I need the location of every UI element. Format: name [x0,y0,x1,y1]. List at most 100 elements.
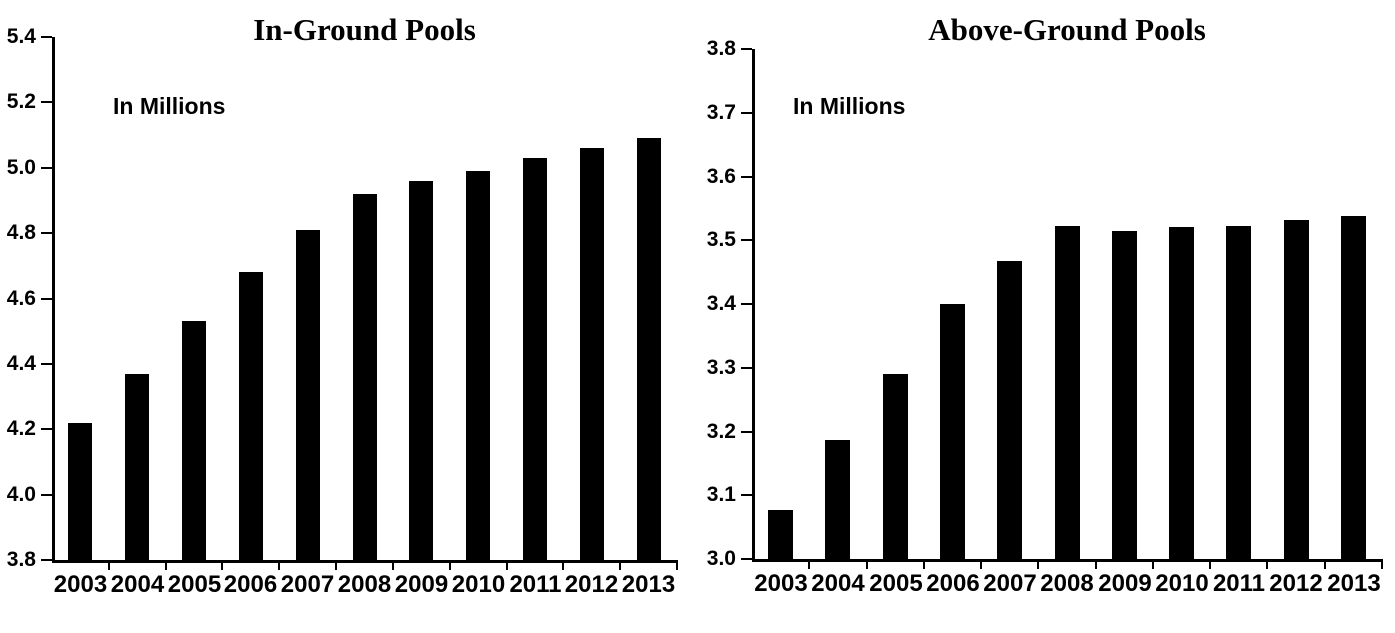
y-tick-label: 5.2 [6,90,36,114]
x-tick-label: 2013 [621,571,676,598]
x-tick-mark [1152,559,1154,569]
x-tick-mark [866,559,868,569]
bar-2009 [409,181,433,560]
x-tick-mark [392,560,394,570]
y-tick-label: 5.0 [6,155,36,179]
bar-2012 [1284,220,1309,559]
bar-2011 [523,158,547,560]
y-tick-label: 4.0 [6,482,36,506]
x-tick-mark [165,560,167,570]
chart-above-ground-pools: Above-Ground Pools In Millions 3.8 3.7 3.6… [698,0,1395,633]
x-tick-label: 2007 [983,570,1037,597]
x-tick-mark [808,559,810,569]
plot-area: 5.4 5.2 5.0 4.8 4.6 4.4 4.2 4.0 3.8 2003 2004 2005 2… [7,25,678,598]
y-tick-label: 4.8 [6,221,36,245]
bar-2007 [296,230,320,560]
bar-2010 [466,171,490,560]
x-tick-mark [1324,559,1326,569]
x-tick-label: 2006 [926,570,980,597]
bar-2003 [68,423,92,560]
x-tick-label: 2009 [394,571,449,598]
y-tick-label: 3.6 [706,164,736,188]
chart-title: In-Ground Pools [253,12,476,47]
x-tick-label: 2013 [1327,570,1381,597]
y-tick-mark [741,558,752,560]
x-tick-mark [506,560,508,570]
x-tick-label: 2007 [280,571,335,598]
x-tick-label: 2003 [53,571,108,598]
y-tick-label: 3.3 [706,355,736,379]
x-tick-label: 2009 [1098,570,1152,597]
x-tick-mark [221,560,223,570]
x-tick-mark [1037,559,1039,569]
x-tick-label: 2011 [1212,570,1266,597]
y-tick-label: 3.1 [706,483,736,507]
x-tick-mark [1381,559,1383,569]
bar-2010 [1169,227,1194,559]
y-axis [752,49,755,562]
x-tick-label: 2003 [754,570,808,597]
y-tick-mark [741,48,752,50]
bar-2012 [580,148,604,560]
y-tick-mark [741,303,752,305]
y-tick-label: 3.0 [706,547,736,570]
bar-2011 [1226,226,1251,559]
x-tick-label: 2008 [1040,570,1094,597]
y-tick-label: 4.6 [6,286,36,310]
bar-2003 [768,510,793,559]
bar-2008 [353,194,377,560]
x-tick-label: 2004 [110,571,165,598]
x-tick-label: 2011 [509,571,562,598]
bar-2009 [1112,231,1137,559]
y-tick-mark [41,166,52,169]
x-tick-label: 2010 [1155,570,1209,597]
chart-title: Above-Ground Pools [928,12,1206,47]
x-tick-mark [1095,559,1097,569]
bar-2006 [940,304,965,559]
y-tick-mark [741,239,752,242]
x-tick-label: 2012 [1269,570,1323,597]
chart-in-ground-pools: In-Ground Pools In Millions 5.4 5.2 5.0 4.8… [0,0,697,633]
x-tick-mark [335,560,337,570]
bar-2013 [637,138,661,560]
x-tick-label: 2008 [337,571,392,598]
bar-2006 [239,272,263,560]
x-tick-mark [1209,559,1211,569]
x-axis [52,560,677,563]
y-tick-mark [41,297,52,300]
y-tick-mark [741,366,752,369]
y-tick-mark [41,101,52,104]
y-tick-mark [741,111,752,114]
x-tick-mark [562,560,564,570]
x-tick-mark [449,560,451,570]
y-tick-mark [41,232,52,235]
x-tick-label: 2012 [564,571,619,598]
units-label: In Millions [793,93,906,119]
bar-2007 [997,261,1022,559]
y-tick-label: 3.4 [706,292,736,315]
x-tick-label: 2004 [811,570,865,597]
bar-2004 [125,374,149,560]
y-tick-label: 3.8 [6,548,36,571]
y-tick-mark [741,430,752,433]
y-tick-mark [41,362,52,365]
bar-2005 [883,374,908,559]
x-tick-mark [619,560,621,570]
x-tick-label: 2005 [167,571,222,598]
y-tick-mark [41,428,52,431]
y-tick-label: 3.8 [706,37,736,60]
y-tick-mark [41,36,52,38]
x-tick-mark [676,560,678,570]
y-tick-mark [41,559,52,561]
y-tick-mark [41,493,52,496]
x-tick-label: 2006 [223,571,278,598]
x-tick-mark [1266,559,1268,569]
bar-2005 [182,321,206,560]
y-tick-label: 5.4 [6,25,36,48]
x-tick-mark [108,560,110,570]
y-tick-label: 4.4 [6,351,36,375]
bar-2004 [825,440,850,559]
bar-2013 [1341,216,1366,559]
x-axis [752,559,1382,562]
